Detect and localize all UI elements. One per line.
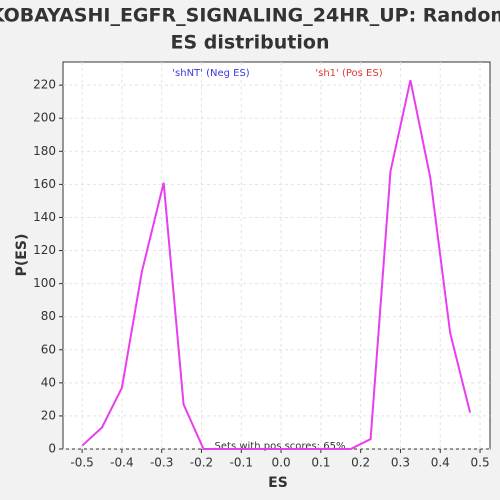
x-tick-label: 0.3 bbox=[391, 456, 410, 470]
y-tick-label: 220 bbox=[33, 78, 56, 92]
x-tick-label: -0.1 bbox=[230, 456, 253, 470]
x-tick-label: -0.3 bbox=[150, 456, 173, 470]
y-axis-label: P(ES) bbox=[14, 234, 30, 277]
y-tick-label: 60 bbox=[41, 342, 56, 356]
annotation: Sets with pos scores: 65% bbox=[215, 441, 346, 452]
x-tick-label: 0.1 bbox=[311, 456, 330, 470]
y-tick-label: 200 bbox=[33, 111, 56, 125]
x-tick-label: 0.4 bbox=[431, 456, 450, 470]
y-tick-label: 40 bbox=[41, 375, 56, 389]
chart-title: KOBAYASHI_EGFR_SIGNALING_24HR_UP: Random bbox=[0, 5, 500, 27]
chart-title: ES distribution bbox=[171, 32, 330, 54]
y-tick-label: 20 bbox=[41, 408, 56, 422]
line bbox=[81, 79, 472, 450]
x-axis-label: ES bbox=[268, 475, 288, 491]
x-tick-label: -0.5 bbox=[70, 456, 93, 470]
x-tick-label: 0.2 bbox=[351, 456, 370, 470]
x-tick-label: 0.0 bbox=[272, 456, 291, 470]
y-tick-label: 0 bbox=[48, 442, 56, 456]
x-tick-label: 0.5 bbox=[471, 456, 490, 470]
y-tick-label: 100 bbox=[33, 276, 56, 290]
x-tick-label: -0.2 bbox=[190, 456, 213, 470]
x-tick-label: -0.4 bbox=[110, 456, 133, 470]
y-tick-label: 140 bbox=[33, 210, 56, 224]
annotation: 'sh1' (Pos ES) bbox=[315, 68, 382, 79]
y-tick-label: 80 bbox=[41, 309, 56, 323]
annotation: 'shNT' (Neg ES) bbox=[172, 68, 250, 79]
y-tick-label: 160 bbox=[33, 177, 56, 191]
y-tick-label: 180 bbox=[33, 144, 56, 158]
y-tick-label: 120 bbox=[33, 243, 56, 257]
plot-area bbox=[62, 61, 491, 450]
